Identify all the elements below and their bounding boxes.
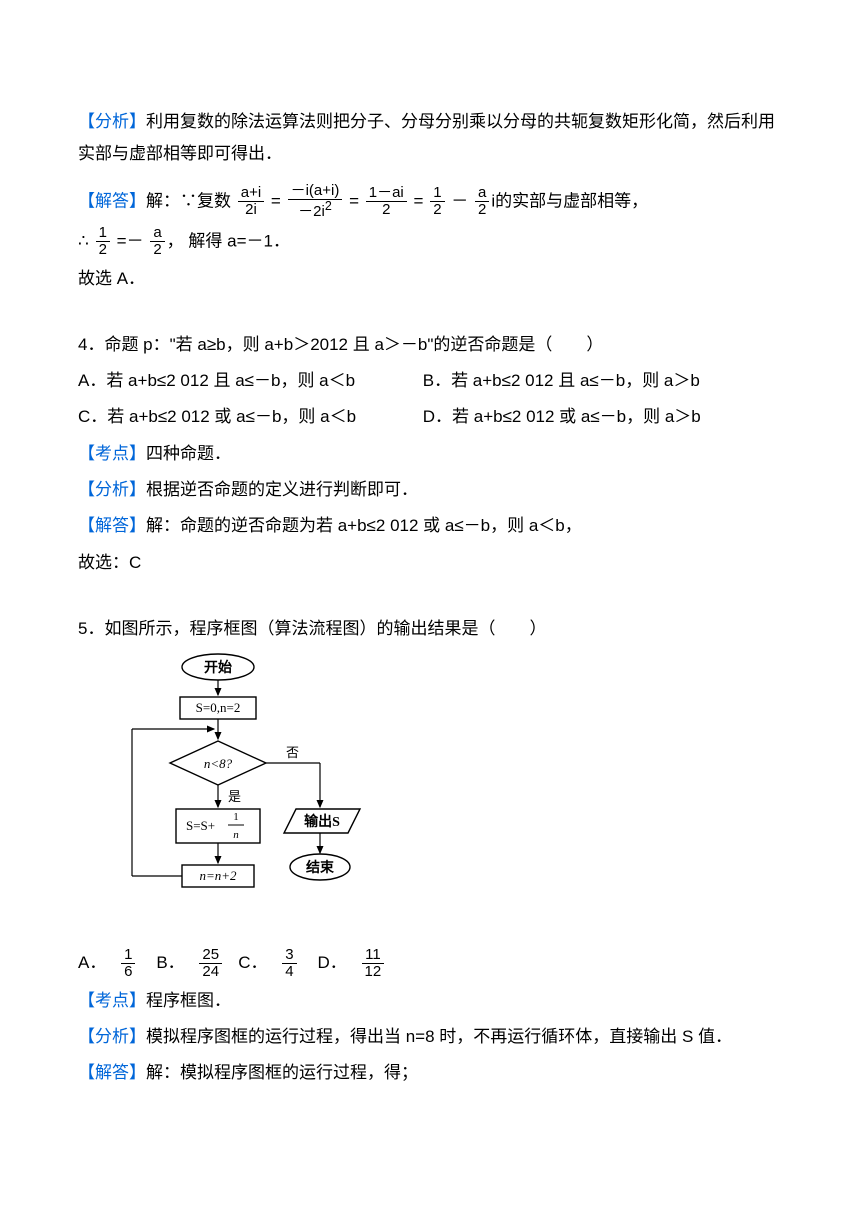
q3-solve-line1: 【解答】解：∵复数 a+i2i = －i(a+i)－2i2 = 1－ai2 = … — [78, 183, 782, 221]
q5-topic-line: 【考点】程序框图． — [78, 985, 782, 1017]
q4-answer: 故选：C — [78, 547, 782, 579]
frac-den: 2i — [238, 202, 264, 219]
q4-optB: B．若 a+b≤2 012 且 a≤－b，则 a＞b — [423, 371, 700, 390]
eq-sign: = — [349, 191, 359, 210]
tag-topic: 【考点】 — [78, 991, 146, 1010]
den-text: －2i — [298, 203, 325, 220]
sup: 2 — [325, 199, 332, 213]
frac-num: 1 — [430, 185, 444, 203]
flow-end: 结束 — [306, 859, 335, 876]
flow-yes: 是 — [228, 789, 241, 804]
q5-optC-label: C． — [238, 947, 267, 979]
frac-num: 1 — [121, 947, 135, 965]
q5-optD-label: D． — [318, 947, 347, 979]
flow-inc: n=n+2 — [199, 868, 237, 883]
flow-init: S=0,n=2 — [196, 700, 241, 715]
frac-num: a — [475, 185, 489, 203]
tag-analysis: 【分析】 — [78, 1027, 146, 1046]
q5-stem: 5．如图所示，程序框图（算法流程图）的输出结果是（ ） — [78, 613, 782, 645]
flow-step-pre: S=S+ — [186, 818, 215, 833]
therefore: ∴ — [78, 231, 89, 250]
frac-den: 24 — [199, 964, 222, 981]
frac-den: 4 — [282, 964, 296, 981]
flow-start: 开始 — [204, 659, 232, 676]
frac-den: －2i2 — [288, 200, 343, 221]
frac-num: 1 — [96, 225, 110, 243]
minus: － — [451, 191, 468, 210]
q4-optA: A．若 a+b≤2 012 且 a≤－b，则 a＜b — [78, 365, 418, 397]
q3-analysis: 【分析】利用复数的除法运算法则把分子、分母分别乘以分母的共轭复数矩形化简，然后利… — [78, 106, 782, 171]
q3-answer: 故选 A． — [78, 263, 782, 295]
tag-solve: 【解答】 — [78, 1063, 146, 1082]
q3-res-tail: 解得 a=－1． — [188, 231, 290, 250]
q5-optA-label: A． — [78, 947, 106, 979]
q4-stem: 4．命题 p："若 a≥b，则 a+b＞2012 且 a＞－b"的逆否命题是（ … — [78, 329, 782, 361]
q4-opts-row2: C．若 a+b≤2 012 或 a≤－b，则 a＜b D．若 a+b≤2 012… — [78, 401, 782, 433]
flowchart-svg: 开始 S=0,n=2 n<8? 是 否 S=S+ 1 n 输出S n=n+2 结… — [108, 649, 388, 929]
frac-den: 2 — [150, 242, 164, 259]
frac-num: －i(a+i) — [288, 183, 343, 201]
frac-den: 2 — [366, 202, 407, 219]
q3-analysis-text: 利用复数的除法运算法则把分子、分母分别乘以分母的共轭复数矩形化简，然后利用实部与… — [78, 112, 775, 163]
q4-optC: C．若 a+b≤2 012 或 a≤－b，则 a＜b — [78, 401, 418, 433]
tag-solve: 【解答】 — [78, 516, 146, 535]
frac-den: 2 — [96, 242, 110, 259]
frac-num: a+i — [238, 185, 264, 203]
q4-solve: 解：命题的逆否命题为若 a+b≤2 012 或 a≤－b，则 a＜b， — [146, 516, 582, 535]
frac-den: 2 — [475, 202, 489, 219]
q3-eq-suffix: 的实部与虚部相等， — [495, 191, 648, 210]
frac-num: a — [150, 225, 164, 243]
eq-sign: = — [414, 191, 424, 210]
q3-solve-prefix: 解：∵复数 — [146, 191, 231, 210]
frac-den: 12 — [362, 964, 385, 981]
flow-step-num: 1 — [233, 811, 239, 823]
q5-options: A． 16 B． 2524 C． 34 D． 1112 — [78, 947, 782, 981]
q5-analysis-line: 【分析】模拟程序图框的运行过程，得出当 n=8 时，不再运行循环体，直接输出 S… — [78, 1021, 782, 1053]
flowchart: 开始 S=0,n=2 n<8? 是 否 S=S+ 1 n 输出S n=n+2 结… — [108, 649, 782, 940]
flow-cond: n<8? — [204, 756, 233, 771]
frac-num: 3 — [282, 947, 296, 965]
tag-analysis: 【分析】 — [78, 480, 146, 499]
q5-optB-label: B． — [156, 947, 184, 979]
eq-sign: = — [271, 191, 281, 210]
tag-analysis: 【分析】 — [78, 112, 146, 131]
q4-solve-line: 【解答】解：命题的逆否命题为若 a+b≤2 012 或 a≤－b，则 a＜b， — [78, 510, 782, 542]
q4-topic-line: 【考点】四种命题． — [78, 438, 782, 470]
flow-no: 否 — [286, 745, 299, 760]
tag-topic: 【考点】 — [78, 444, 146, 463]
q5-solve: 解：模拟程序图框的运行过程，得； — [146, 1063, 418, 1082]
frac-den: 2 — [430, 202, 444, 219]
frac-num: 11 — [362, 947, 385, 965]
q4-analysis-line: 【分析】根据逆否命题的定义进行判断即可． — [78, 474, 782, 506]
flow-out: 输出S — [304, 813, 340, 830]
q4-opts-row1: A．若 a+b≤2 012 且 a≤－b，则 a＜b B．若 a+b≤2 012… — [78, 365, 782, 397]
q4-topic: 四种命题． — [146, 444, 231, 463]
frac-den: 6 — [121, 964, 135, 981]
q3-equation: a+i2i = －i(a+i)－2i2 = 1－ai2 = 12 － a2i — [236, 183, 495, 221]
frac-num: 1－ai — [366, 185, 407, 203]
flow-step-den: n — [233, 829, 239, 841]
tag-solve: 【解答】 — [78, 191, 146, 210]
comma: ， — [167, 231, 184, 250]
frac-num: 25 — [199, 947, 222, 965]
q4-optD: D．若 a+b≤2 012 或 a≤－b，则 a＞b — [423, 407, 701, 426]
eq-sign: =－ — [117, 231, 144, 250]
q5-topic: 程序框图． — [146, 991, 231, 1010]
q3-solve-line2: ∴ 12 =－ a2， 解得 a=－1． — [78, 225, 782, 259]
q5-analysis: 模拟程序图框的运行过程，得出当 n=8 时，不再运行循环体，直接输出 S 值． — [146, 1027, 732, 1046]
q4-analysis: 根据逆否命题的定义进行判断即可． — [146, 480, 418, 499]
q5-solve-line: 【解答】解：模拟程序图框的运行过程，得； — [78, 1057, 782, 1089]
